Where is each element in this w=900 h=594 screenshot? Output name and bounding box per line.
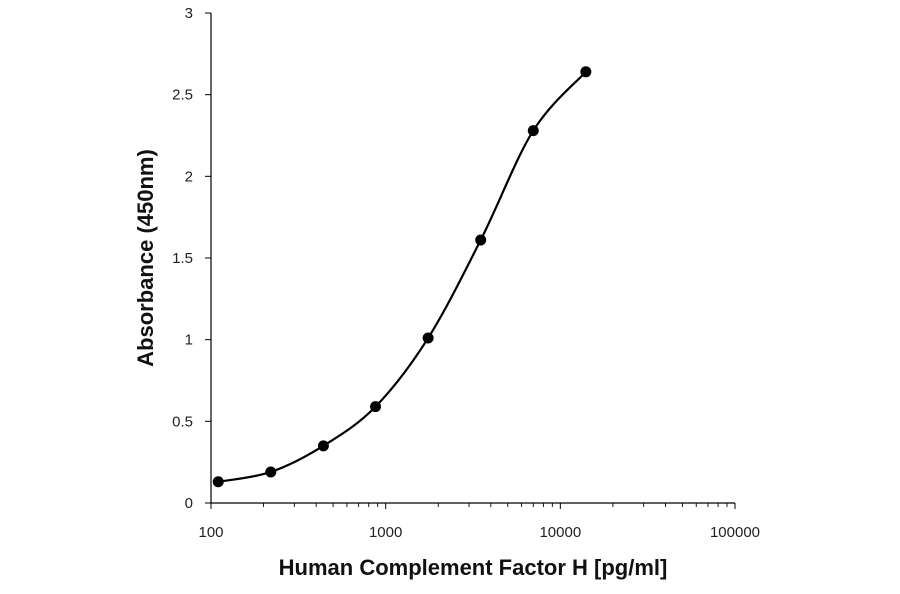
- x-axis-title: Human Complement Factor H [pg/ml]: [279, 555, 668, 580]
- data-point: [212, 476, 224, 488]
- x-tick-label: 10000: [539, 524, 581, 541]
- y-tick-label: 2: [185, 168, 193, 185]
- y-tick-label: 0: [185, 495, 193, 512]
- data-point: [527, 125, 539, 137]
- data-point: [370, 401, 382, 413]
- data-point: [265, 466, 277, 478]
- y-tick-label: 1: [185, 332, 193, 349]
- ticks: [205, 12, 736, 509]
- x-tick-label: 100000: [710, 524, 760, 541]
- data-points: [212, 66, 592, 488]
- tick-labels: 0 0.5 1 1.5 2 2.5 3 100 1000 10000 100000: [172, 5, 760, 541]
- x-tick-label: 1000: [369, 524, 402, 541]
- y-tick-label: 0.5: [172, 413, 193, 430]
- data-point: [580, 66, 592, 78]
- data-point: [422, 332, 434, 344]
- fitted-curve: [218, 71, 587, 483]
- y-axis-title: Absorbance (450nm): [133, 149, 158, 367]
- axes: [210, 13, 735, 504]
- y-tick-label: 1.5: [172, 250, 193, 267]
- x-tick-label: 100: [198, 524, 223, 541]
- y-tick-label: 3: [185, 5, 193, 22]
- data-point: [475, 234, 487, 246]
- y-tick-label: 2.5: [172, 87, 193, 104]
- data-point: [317, 440, 329, 452]
